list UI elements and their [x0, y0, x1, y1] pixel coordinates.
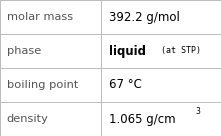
Text: boiling point: boiling point [7, 80, 78, 90]
Text: density: density [7, 114, 48, 124]
Text: molar mass: molar mass [7, 12, 73, 22]
Text: 1.065 g/cm: 1.065 g/cm [109, 112, 175, 126]
Text: 3: 3 [195, 107, 200, 116]
Text: (at STP): (at STP) [161, 47, 201, 55]
Text: liquid: liquid [109, 44, 146, 58]
Text: 392.2 g/mol: 392.2 g/mol [109, 10, 180, 24]
Text: phase: phase [7, 46, 41, 56]
Text: 67 °C: 67 °C [109, 78, 142, 92]
